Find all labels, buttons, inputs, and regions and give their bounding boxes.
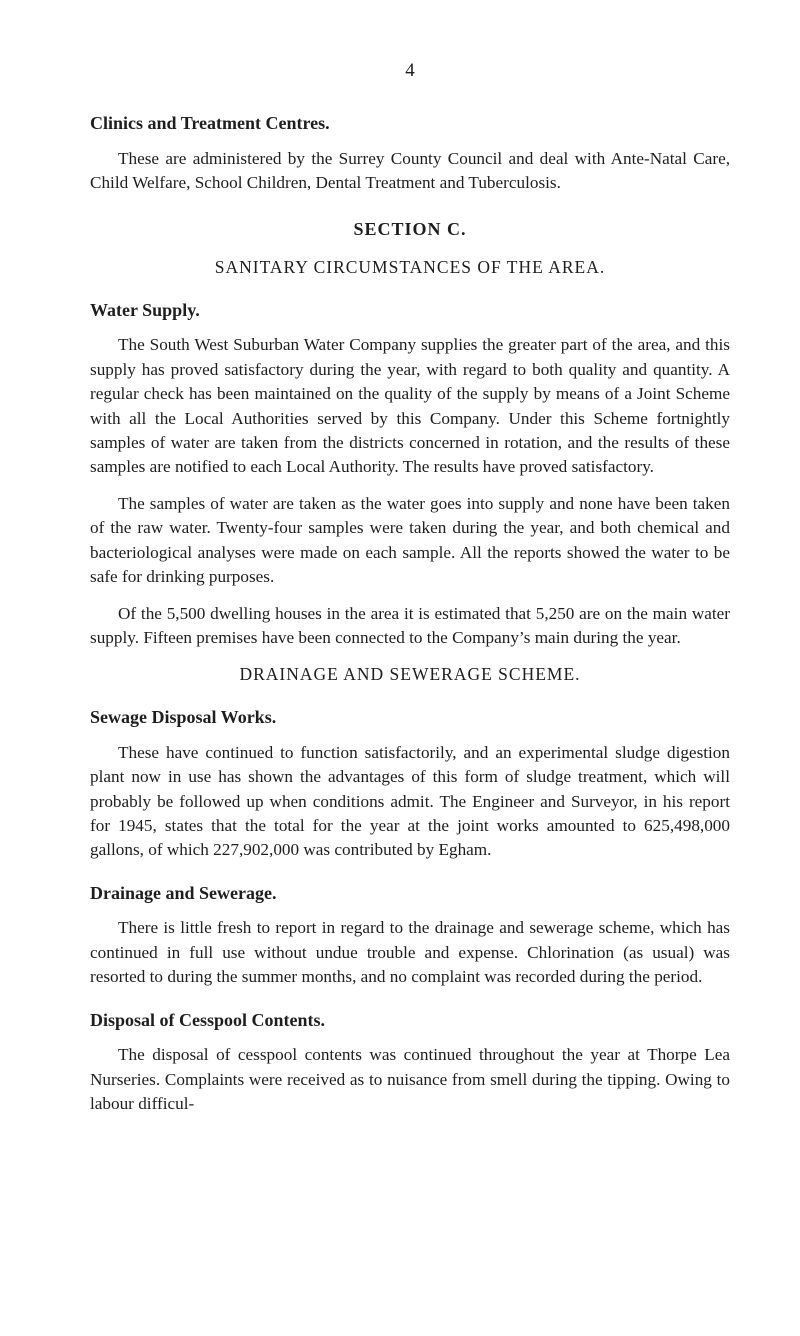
para-cesspool-1: The disposal of cesspool contents was co… xyxy=(90,1043,730,1116)
para-water-1: The South West Suburban Water Company su… xyxy=(90,333,730,480)
heading-drainage-scheme: DRAINAGE AND SEWERAGE SCHEME. xyxy=(90,662,730,687)
para-drainage-1: There is little fresh to report in regar… xyxy=(90,916,730,989)
para-sewage-1: These have continued to function satisfa… xyxy=(90,741,730,863)
page: 4 Clinics and Treatment Centres. These a… xyxy=(0,0,800,1336)
para-clinics-1: These are administered by the Surrey Cou… xyxy=(90,147,730,196)
heading-section-c: SECTION C. xyxy=(90,217,730,243)
heading-clinics: Clinics and Treatment Centres. xyxy=(90,111,730,137)
page-number: 4 xyxy=(90,58,730,85)
heading-cesspool: Disposal of Cesspool Contents. xyxy=(90,1008,730,1034)
subheading-sanitary: SANITARY CIRCUMSTANCES OF THE AREA. xyxy=(90,255,730,280)
para-water-2: The samples of water are taken as the wa… xyxy=(90,492,730,590)
heading-sewage: Sewage Disposal Works. xyxy=(90,705,730,731)
heading-water: Water Supply. xyxy=(90,298,730,324)
para-water-3: Of the 5,500 dwelling houses in the area… xyxy=(90,602,730,651)
heading-drainage: Drainage and Sewerage. xyxy=(90,881,730,907)
